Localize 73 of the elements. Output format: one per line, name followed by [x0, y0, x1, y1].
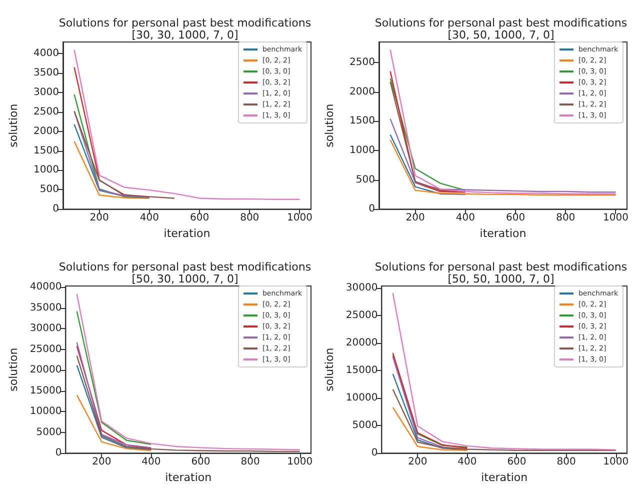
line-series: [390, 139, 616, 196]
y-tick-label: 25000: [30, 344, 62, 355]
x-tick-label: 800: [556, 212, 576, 224]
x-tick-label: 1000: [287, 456, 313, 468]
line-series: [392, 388, 616, 451]
x-tick-label: 200: [406, 212, 425, 224]
y-tick-label: 2000: [350, 86, 375, 98]
y-tick-label: 2500: [350, 57, 375, 68]
line-series: [74, 94, 150, 198]
y-axis-title: solution: [323, 104, 336, 148]
x-tick-label: 800: [240, 456, 260, 468]
y-tick-label: 30000: [30, 323, 62, 334]
y-tick-label: 0: [52, 204, 59, 215]
line-series: [76, 394, 152, 452]
y-tick-label: 4000: [34, 48, 59, 60]
y-tick-label: 10000: [30, 406, 62, 418]
y-axis-title: solution: [7, 104, 20, 148]
x-tick-label: 600: [191, 456, 210, 468]
y-tick-label: 2500: [34, 106, 59, 118]
line-series: [76, 364, 152, 450]
y-tick-label: 1000: [350, 144, 375, 156]
x-tick-label: 600: [190, 212, 210, 224]
x-tick-label: 400: [142, 456, 161, 468]
line-series: [390, 118, 616, 193]
y-tick-label: 3000: [34, 87, 59, 98]
y-tick-label: 2000: [34, 126, 59, 137]
y-tick-label: 15000: [346, 365, 378, 376]
y-tick-label: 1500: [34, 145, 59, 156]
line-series: [74, 140, 150, 199]
chart-title: Solutions for personal past best modifications [30, 30, 1000, 7, 0]: [58, 16, 312, 42]
x-axis-title: iteration: [480, 227, 526, 240]
y-tick-label: 500: [356, 174, 375, 186]
x-tick-label: 200: [408, 456, 428, 468]
line-series: [74, 110, 176, 199]
y-tick-label: 3500: [34, 68, 59, 79]
line-series: [390, 134, 466, 196]
chart-title: Solutions for personal past best modifications [30, 50, 1000, 7, 0]: [374, 16, 628, 42]
x-tick-label: 400: [140, 212, 159, 224]
x-tick-label: 600: [507, 456, 526, 468]
x-tick-label: 800: [556, 456, 576, 468]
x-tick-label: 600: [506, 212, 526, 224]
line-series: [392, 406, 468, 451]
y-tick-label: 10000: [346, 392, 378, 404]
y-tick-label: 25000: [346, 310, 378, 322]
x-tick-label: 400: [456, 212, 475, 224]
y-tick-label: 20000: [30, 364, 62, 376]
line-series: [76, 310, 152, 445]
y-tick-label: 1500: [350, 116, 375, 127]
x-axis-title: iteration: [165, 471, 212, 484]
x-axis-title: iteration: [481, 471, 528, 484]
x-tick-label: 200: [90, 212, 109, 224]
y-tick-label: 35000: [30, 302, 62, 314]
y-tick-label: 40000: [30, 282, 62, 293]
line-series: [76, 355, 300, 452]
y-tick-label: 5000: [352, 420, 378, 432]
x-tick-label: 200: [92, 456, 112, 468]
x-tick-label: 1000: [287, 212, 312, 224]
y-tick-label: 0: [55, 448, 62, 459]
y-tick-label: 0: [371, 448, 378, 459]
y-tick-label: 1000: [34, 164, 59, 176]
x-tick-label: 1000: [603, 212, 628, 224]
y-tick-label: 15000: [30, 385, 62, 396]
y-tick-label: 5000: [36, 426, 62, 438]
y-axis-title: solution: [7, 348, 20, 392]
x-tick-label: 800: [240, 212, 260, 224]
y-tick-label: 0: [368, 204, 375, 215]
y-axis-title: solution: [323, 348, 336, 392]
y-tick-label: 500: [40, 184, 59, 196]
y-tick-label: 20000: [346, 338, 378, 349]
x-tick-label: 400: [458, 456, 477, 468]
x-axis-title: iteration: [164, 227, 210, 240]
x-tick-label: 1000: [603, 456, 629, 468]
y-tick-label: 30000: [346, 282, 378, 294]
